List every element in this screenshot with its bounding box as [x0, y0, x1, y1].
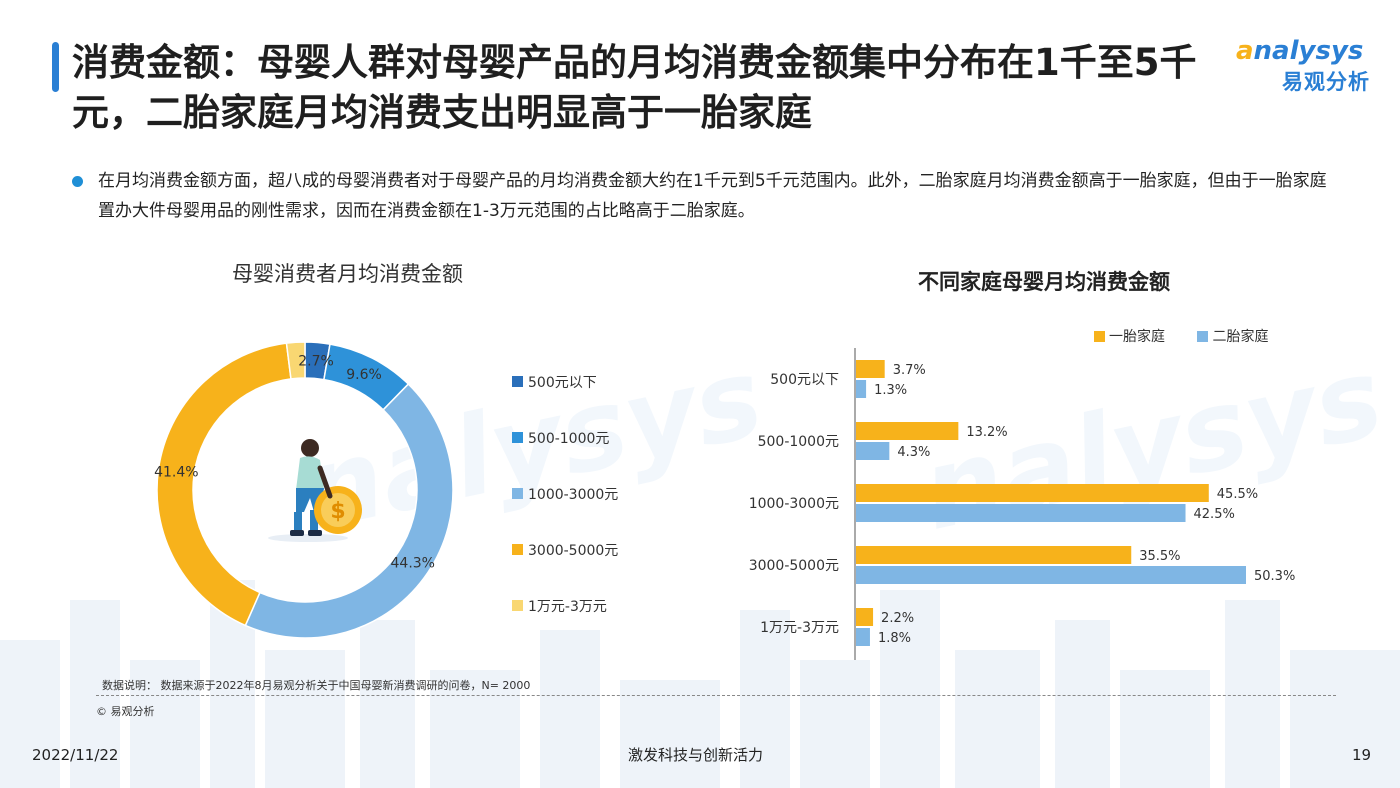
- bar: [856, 422, 959, 440]
- legend-label: 1万元-3万元: [528, 599, 607, 615]
- bar-data-label: 2.2%: [881, 611, 914, 626]
- donut-data-label: 41.4%: [154, 464, 198, 480]
- legend-swatch: [512, 544, 523, 555]
- bar-data-label: 4.3%: [897, 445, 930, 460]
- copyright-text: © 易观分析: [96, 705, 155, 718]
- y-tick-label: 1万元-3万元: [760, 620, 839, 636]
- footer-date: 2022/11/22: [32, 746, 119, 764]
- legend-swatch: [512, 376, 523, 387]
- legend-label: 500-1000元: [528, 431, 610, 447]
- legend-label: 3000-5000元: [528, 543, 619, 559]
- donut-chart-title: 母婴消费者月均消费金额: [232, 262, 463, 286]
- legend-swatch: [1094, 331, 1105, 342]
- bar-legend: 一胎家庭 二胎家庭: [1094, 326, 1296, 346]
- summary-text: 在月均消费金额方面，超八成的母婴消费者对于母婴产品的月均消费金额大约在1千元到5…: [98, 171, 1327, 221]
- bar-data-label: 13.2%: [966, 425, 1007, 440]
- bar: [856, 360, 885, 378]
- bar: [856, 608, 874, 626]
- legend-item-second-child: 二胎家庭: [1197, 326, 1268, 346]
- svg-text:$: $: [330, 499, 345, 524]
- y-tick-label: 500-1000元: [758, 434, 839, 450]
- page-number: 19: [1352, 746, 1372, 764]
- bar-data-label: 1.3%: [874, 383, 907, 398]
- donut-data-label: 44.3%: [391, 556, 435, 572]
- logo-chinese: 易观分析: [1282, 70, 1370, 94]
- bar-data-label: 50.3%: [1254, 569, 1295, 584]
- bar: [856, 380, 867, 398]
- bullet-icon: [72, 176, 83, 187]
- title-accent-bar: [52, 42, 59, 92]
- donut-data-label: 2.7%: [298, 353, 334, 369]
- donut-chart: 2.7% 9.6% 44.3% 41.4% $: [154, 341, 454, 639]
- bar: [856, 504, 1186, 522]
- page-title: 消费金额：母婴人群对母婴产品的月均消费金额集中分布在1千至5千元，二胎家庭月均消…: [72, 41, 1197, 134]
- legend-label: 500元以下: [528, 375, 597, 391]
- bar-data-label: 45.5%: [1217, 487, 1258, 502]
- donut-slice: [156, 342, 292, 627]
- bar: [856, 442, 890, 460]
- y-tick-label: 1000-3000元: [749, 496, 839, 512]
- legend-swatch: [1197, 331, 1209, 342]
- logo-brand: nalysys: [1253, 36, 1364, 66]
- donut-slice: [244, 382, 454, 639]
- data-source-note: 数据说明： 数据来源于2022年8月易观分析关于中国母婴新消费调研的问卷，N= …: [102, 679, 531, 692]
- logo-wordmark: analysys: [1236, 36, 1376, 66]
- bar: [856, 628, 870, 646]
- legend-label: 一胎家庭: [1109, 329, 1165, 345]
- donut-data-label: 9.6%: [346, 367, 382, 383]
- bar: [856, 566, 1246, 584]
- bar: [856, 546, 1132, 564]
- bar: [856, 484, 1209, 502]
- footer-slogan: 激发科技与创新活力: [628, 746, 764, 764]
- y-tick-label: 3000-5000元: [749, 558, 839, 574]
- legend-label: 1000-3000元: [528, 487, 619, 503]
- person-with-coin-icon: $: [268, 439, 362, 542]
- legend-swatch: [512, 600, 523, 611]
- bar-data-label: 35.5%: [1139, 549, 1180, 564]
- logo-initial: a: [1236, 36, 1254, 66]
- legend-swatch: [512, 488, 523, 499]
- bar-chart: 500元以下 3.7% 1.3% 500-1000元 13.2% 4.3% 1000-300…: [749, 348, 1295, 660]
- analysys-logo: analysys 易观分析: [1236, 36, 1376, 100]
- bar-data-label: 42.5%: [1194, 507, 1235, 522]
- footer-divider: [96, 695, 1336, 696]
- y-tick-label: 500元以下: [770, 372, 839, 388]
- legend-swatch: [512, 432, 523, 443]
- bar-chart-title: 不同家庭母婴月均消费金额: [918, 270, 1170, 294]
- legend-item-first-child: 一胎家庭: [1094, 326, 1165, 346]
- bar-data-label: 3.7%: [893, 363, 926, 378]
- legend-label: 二胎家庭: [1212, 329, 1269, 345]
- donut-slice: [285, 341, 306, 380]
- bar-data-label: 1.8%: [878, 631, 911, 646]
